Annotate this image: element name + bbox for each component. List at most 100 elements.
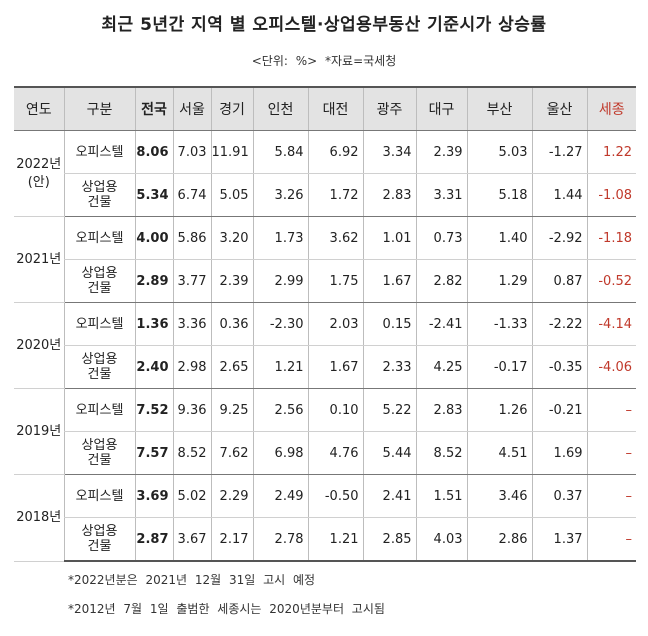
value-cell: 8.52 bbox=[415, 431, 467, 475]
value-cell: 2.56 bbox=[252, 388, 308, 432]
header-daegu: 대구 bbox=[415, 86, 467, 131]
category-cell: 상업용 건물 bbox=[63, 431, 135, 475]
value-cell: 5.34 bbox=[134, 173, 173, 217]
category-cell: 오피스텔 bbox=[63, 130, 135, 174]
value-cell: -2.22 bbox=[531, 302, 587, 346]
table-row: 상업용 건물 7.57 8.52 7.62 6.98 4.76 5.44 8.52 4.51 1.6… bbox=[14, 431, 636, 475]
value-cell: 8.52 bbox=[172, 431, 211, 475]
value-cell: 5.22 bbox=[362, 388, 416, 432]
value-cell: 1.21 bbox=[252, 345, 308, 389]
value-cell: 1.29 bbox=[466, 259, 532, 303]
category-label: 상업용 bbox=[81, 438, 118, 453]
header-year: 연도 bbox=[14, 86, 64, 131]
value-cell: 3.26 bbox=[252, 173, 308, 217]
year-cell: 2018년 bbox=[14, 474, 64, 562]
category-label: 오피스텔 bbox=[75, 402, 124, 418]
value-cell: 1.75 bbox=[307, 259, 363, 303]
value-cell: -0.52 bbox=[586, 259, 636, 303]
category-cell: 오피스텔 bbox=[63, 216, 135, 260]
value-cell: 1.01 bbox=[362, 216, 416, 260]
value-cell: -2.92 bbox=[531, 216, 587, 260]
header-gwangju: 광주 bbox=[362, 86, 416, 131]
category-label-line2: 건물 bbox=[87, 453, 112, 468]
value-cell: 0.37 bbox=[531, 474, 587, 518]
value-cell: 2.89 bbox=[134, 259, 173, 303]
value-cell: 9.36 bbox=[172, 388, 211, 432]
header-busan: 부산 bbox=[466, 86, 532, 131]
table-row: 2020년 오피스텔 1.36 3.36 0.36 -2.30 2.03 0.15 -2.41-… bbox=[14, 302, 636, 389]
value-cell: 6.92 bbox=[307, 130, 363, 174]
table-row: 2018년 오피스텔 3.69 5.02 2.29 2.49 -0.50 2.41 1.51 3.… bbox=[14, 474, 636, 562]
value-cell: 1.36 bbox=[134, 302, 173, 346]
value-cell: -1.18 bbox=[586, 216, 636, 260]
value-cell: 3.20 bbox=[210, 216, 253, 260]
unit-source-label: <단위: %> *자료=국세청 bbox=[251, 54, 397, 68]
value-cell: 4.76 bbox=[307, 431, 363, 475]
header-seoul: 서울 bbox=[172, 86, 211, 131]
table-row: 2019년 오피스텔 7.52 9.36 9.25 2.56 0.10 5.22 2.83 1.2… bbox=[14, 388, 636, 475]
value-cell: -0.50 bbox=[307, 474, 363, 518]
year-cell: 2020년 bbox=[14, 302, 64, 389]
value-cell: 1.69 bbox=[531, 431, 587, 475]
table-body: 연도 구분 전국 서울 경기 인천 대전 광주 대구 부산 울산 세종 2022… bbox=[14, 86, 636, 562]
value-cell: – bbox=[586, 388, 636, 432]
value-cell: 3.77 bbox=[172, 259, 211, 303]
value-cell: 2.78 bbox=[252, 517, 308, 562]
year-label: 2020년 bbox=[16, 337, 62, 353]
value-cell: 2.83 bbox=[415, 388, 467, 432]
value-cell: 2.40 bbox=[134, 345, 173, 389]
year-label-note: (안) bbox=[27, 174, 50, 190]
category-label: 상업용 bbox=[81, 180, 118, 195]
category-label: 상업용 bbox=[81, 352, 118, 367]
page-title: 최근 5년간 지역 별 오피스텔·상업용부동산 기준시가 상승률 bbox=[101, 15, 547, 35]
value-cell: -0.17 bbox=[466, 345, 532, 389]
header-incheon: 인천 bbox=[252, 86, 308, 131]
value-cell: 2.39 bbox=[415, 130, 467, 174]
value-cell: 5.18 bbox=[466, 173, 532, 217]
header-gyeonggi: 경기 bbox=[210, 86, 253, 131]
value-cell: 5.02 bbox=[172, 474, 211, 518]
value-cell: -4.06 bbox=[586, 345, 636, 389]
value-cell: 3.69 bbox=[134, 474, 173, 518]
category-label-line2: 건물 bbox=[87, 281, 112, 296]
value-cell: 11.91 bbox=[210, 130, 253, 174]
table-row: 2021년 오피스텔 4.00 5.86 3.20 1.73 3.62 1.01 0.73 1.4… bbox=[14, 216, 636, 303]
category-cell: 오피스텔 bbox=[63, 474, 135, 518]
category-label: 오피스텔 bbox=[75, 230, 124, 246]
value-cell: 2.03 bbox=[307, 302, 363, 346]
category-label: 오피스텔 bbox=[75, 488, 124, 504]
value-cell: 5.84 bbox=[252, 130, 308, 174]
category-label-line2: 건물 bbox=[87, 539, 112, 554]
value-cell: 4.25 bbox=[415, 345, 467, 389]
value-cell: 5.44 bbox=[362, 431, 416, 475]
value-cell: 0.15 bbox=[362, 302, 416, 346]
value-cell: 2.98 bbox=[172, 345, 211, 389]
footnote-2022: *2022년분은 2021년 12월 31일 고시 예정 bbox=[68, 573, 316, 587]
category-label-line2: 건물 bbox=[87, 195, 112, 210]
category-cell: 상업용 건물 bbox=[63, 517, 135, 562]
value-cell: 2.17 bbox=[210, 517, 253, 562]
value-cell: 6.74 bbox=[172, 173, 211, 217]
category-cell: 오피스텔 bbox=[63, 302, 135, 346]
value-cell: 1.26 bbox=[466, 388, 532, 432]
value-cell: 3.46 bbox=[466, 474, 532, 518]
value-cell: -1.33 bbox=[466, 302, 532, 346]
value-cell: 3.31 bbox=[415, 173, 467, 217]
value-cell: 1.67 bbox=[362, 259, 416, 303]
value-cell: 2.29 bbox=[210, 474, 253, 518]
value-cell: 1.73 bbox=[252, 216, 308, 260]
price-rate-table: 연도 구분 전국 서울 경기 인천 대전 광주 대구 부산 울산 세종 2022… bbox=[14, 86, 636, 562]
value-cell: 1.40 bbox=[466, 216, 532, 260]
value-cell: 1.22 bbox=[586, 130, 636, 174]
value-cell: 2.49 bbox=[252, 474, 308, 518]
header-nationwide: 전국 bbox=[134, 86, 173, 131]
header-ulsan: 울산 bbox=[531, 86, 587, 131]
value-cell: 2.87 bbox=[134, 517, 173, 562]
value-cell: 0.87 bbox=[531, 259, 587, 303]
value-cell: 3.67 bbox=[172, 517, 211, 562]
value-cell: – bbox=[586, 474, 636, 518]
value-cell: 2.65 bbox=[210, 345, 253, 389]
value-cell: 2.86 bbox=[466, 517, 532, 562]
value-cell: -1.08 bbox=[586, 173, 636, 217]
value-cell: -2.41 bbox=[415, 302, 467, 346]
